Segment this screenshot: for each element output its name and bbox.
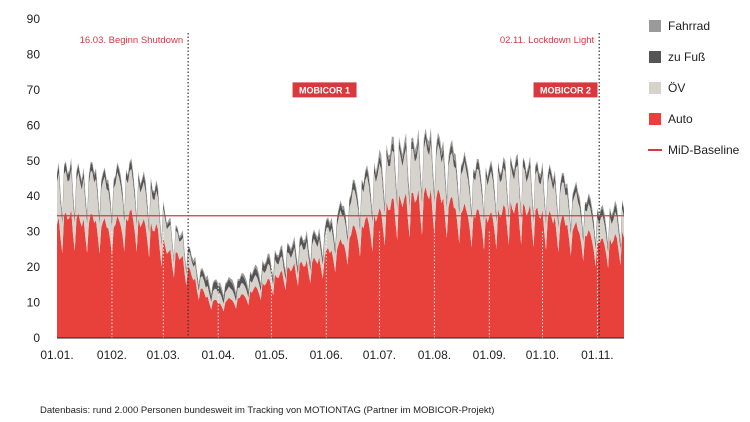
badges: MOBICOR 1 MOBICOR 2 [292, 82, 598, 98]
y-tick-label: 80 [27, 47, 41, 61]
x-tick-label: 01.05. [255, 348, 288, 362]
badge-box [292, 82, 357, 98]
badge-label: MOBICOR 2 [540, 85, 591, 95]
x-tick-label: 01.10. [526, 348, 559, 362]
y-tick-label: 40 [27, 189, 41, 203]
area-auto [57, 186, 624, 338]
x-tick-label: 01.01. [40, 348, 73, 362]
y-tick-label: 90 [27, 12, 41, 26]
y-tick-label: 60 [27, 118, 41, 132]
event-marker-label: 16.03. Beginn Shutdown [80, 35, 184, 46]
x-axis-ticks: 01.01. 0102. 01.03. 01.04. 01.05. 01.06. 01.07… [40, 348, 613, 362]
legend-label-auto: Auto [668, 112, 693, 126]
y-tick-label: 10 [27, 296, 41, 310]
legend-swatch--v [649, 82, 661, 94]
x-tick-label: 01.03. [147, 348, 180, 362]
x-tick-label: 01.06. [310, 348, 343, 362]
month-dotted-lines [111, 231, 598, 338]
x-tick-label: 0102. [97, 348, 127, 362]
y-tick-label: 0 [33, 331, 40, 345]
legend-swatch-zu-fu- [649, 51, 661, 63]
legend-label-zu-fu-: zu Fuß [668, 50, 705, 64]
legend-label-mid-baseline: MiD-Baseline [668, 143, 740, 157]
y-axis-ticks: 0 10 20 30 40 50 60 70 80 90 [27, 12, 41, 345]
y-tick-label: 30 [27, 225, 41, 239]
legend-swatch-auto [649, 113, 661, 125]
stacked-areas [57, 127, 624, 338]
badge-box [533, 82, 598, 98]
legend: Fahrrad zu Fuß ÖV Auto MiD-Baseline [648, 19, 740, 157]
y-tick-label: 20 [27, 260, 41, 274]
event-markers: 16.03. Beginn Shutdown 02.11. Lockdown Li… [80, 33, 600, 338]
x-tick-label: 01.11. [581, 348, 613, 362]
event-marker-label: 02.11. Lockdown Light [500, 35, 595, 46]
y-tick-label: 70 [27, 83, 41, 97]
legend-label-fahrrad: Fahrrad [668, 19, 710, 33]
area--v [57, 139, 624, 312]
legend-label--v: ÖV [668, 81, 685, 95]
y-tick-label: 50 [27, 154, 41, 168]
x-tick-label: 01.08. [418, 348, 451, 362]
legend-swatch-fahrrad [649, 20, 661, 32]
x-tick-label: 01.04. [202, 348, 235, 362]
x-tick-label: 01.09. [473, 348, 506, 362]
source-note: Datenbasis: rund 2.000 Personen bundeswe… [40, 405, 494, 416]
x-tick-label: 01.07. [363, 348, 396, 362]
badge-label: MOBICOR 1 [299, 85, 350, 95]
